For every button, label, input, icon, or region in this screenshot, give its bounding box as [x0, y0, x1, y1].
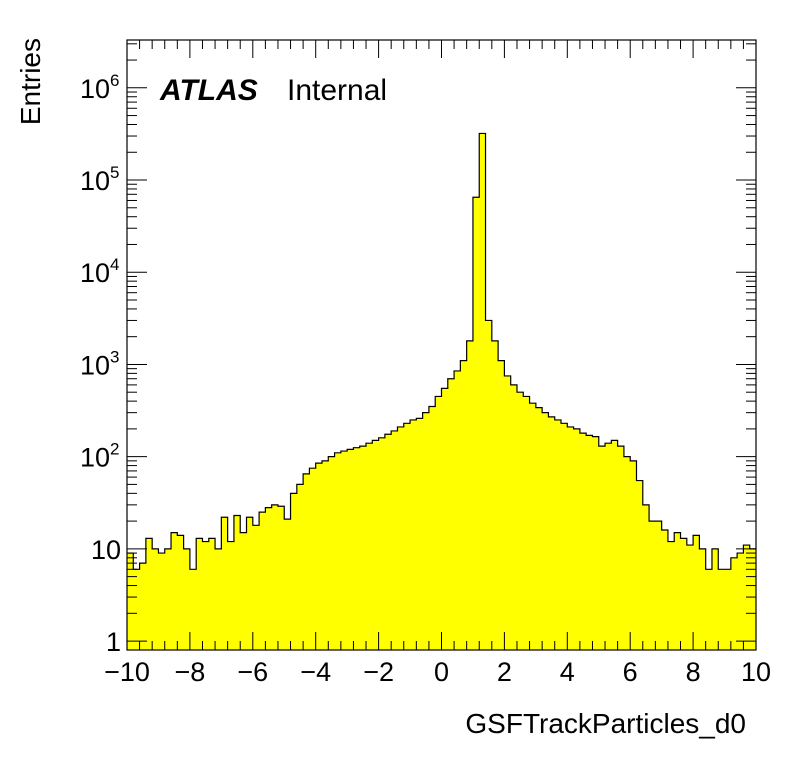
histogram-outline [127, 132, 756, 570]
x-tick-labels: −10 −8 −6 −4 −2 0 2 4 6 8 10 [104, 657, 771, 687]
x-tick-label: 8 [686, 657, 701, 687]
x-tick-label: −2 [363, 657, 394, 687]
axis-ticks [126, 40, 757, 650]
y-tick-labels: 1 10 102 103 104 105 106 [80, 71, 121, 657]
x-tick-label: −4 [300, 657, 331, 687]
x-tick-label: 4 [560, 657, 575, 687]
x-tick-label: 0 [434, 657, 449, 687]
x-tick-label: −10 [104, 657, 150, 687]
x-tick-label: −8 [175, 657, 206, 687]
x-axis-label: GSFTrackParticles_d0 [465, 708, 746, 739]
y-tick-label: 106 [80, 71, 120, 104]
y-tick-label: 10 [91, 535, 121, 565]
y-tick-label: 1 [106, 627, 121, 657]
y-tick-label: 102 [80, 440, 120, 473]
x-tick-label: 2 [497, 657, 512, 687]
x-tick-label: 6 [623, 657, 638, 687]
y-tick-label: 105 [80, 163, 120, 196]
x-tick-label: 10 [741, 657, 771, 687]
internal-label: Internal [287, 74, 387, 107]
plot-area [127, 132, 756, 650]
y-tick-label: 103 [80, 347, 120, 380]
y-tick-label: 104 [80, 255, 120, 288]
x-tick-label: −6 [237, 657, 268, 687]
atlas-label: ATLAS [159, 74, 258, 107]
y-axis-label: Entries [15, 38, 46, 125]
